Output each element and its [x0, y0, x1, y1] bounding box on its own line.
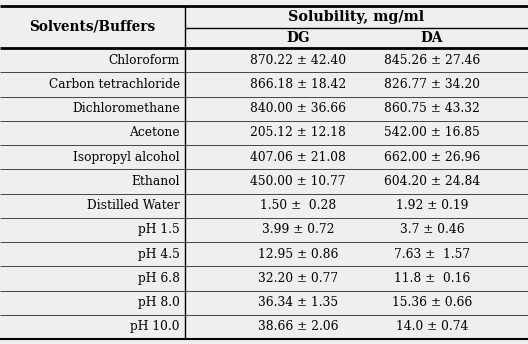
Text: Distilled Water: Distilled Water	[87, 199, 180, 212]
Text: 450.00 ± 10.77: 450.00 ± 10.77	[250, 175, 346, 188]
Text: 3.99 ± 0.72: 3.99 ± 0.72	[262, 223, 334, 236]
Text: 840.00 ± 36.66: 840.00 ± 36.66	[250, 102, 346, 115]
Text: 12.95 ± 0.86: 12.95 ± 0.86	[258, 248, 338, 261]
Text: Dichloromethane: Dichloromethane	[72, 102, 180, 115]
Text: 36.34 ± 1.35: 36.34 ± 1.35	[258, 296, 338, 309]
Text: 205.12 ± 12.18: 205.12 ± 12.18	[250, 126, 346, 139]
Text: pH 1.5: pH 1.5	[138, 223, 180, 236]
Text: 15.36 ± 0.66: 15.36 ± 0.66	[392, 296, 472, 309]
Text: 662.00 ± 26.96: 662.00 ± 26.96	[384, 151, 480, 164]
Text: 604.20 ± 24.84: 604.20 ± 24.84	[384, 175, 480, 188]
Text: DA: DA	[421, 31, 443, 45]
Text: 32.20 ± 0.77: 32.20 ± 0.77	[258, 272, 338, 285]
Text: 870.22 ± 42.40: 870.22 ± 42.40	[250, 54, 346, 67]
Text: 3.7 ± 0.46: 3.7 ± 0.46	[400, 223, 464, 236]
Text: 11.8 ±  0.16: 11.8 ± 0.16	[394, 272, 470, 285]
Text: Acetone: Acetone	[129, 126, 180, 139]
Text: Solvents/Buffers: Solvents/Buffers	[30, 20, 156, 34]
Text: 14.0 ± 0.74: 14.0 ± 0.74	[396, 320, 468, 333]
Text: Isopropyl alcohol: Isopropyl alcohol	[73, 151, 180, 164]
Text: 407.06 ± 21.08: 407.06 ± 21.08	[250, 151, 346, 164]
Text: Ethanol: Ethanol	[131, 175, 180, 188]
Text: pH 4.5: pH 4.5	[138, 248, 180, 261]
Text: pH 8.0: pH 8.0	[138, 296, 180, 309]
Text: Carbon tetrachloride: Carbon tetrachloride	[49, 78, 180, 91]
Text: pH 10.0: pH 10.0	[130, 320, 180, 333]
Text: 1.92 ± 0.19: 1.92 ± 0.19	[395, 199, 468, 212]
Text: 38.66 ± 2.06: 38.66 ± 2.06	[258, 320, 338, 333]
Text: Chloroform: Chloroform	[109, 54, 180, 67]
Text: Solubility, mg/ml: Solubility, mg/ml	[288, 10, 425, 24]
Text: 7.63 ±  1.57: 7.63 ± 1.57	[394, 248, 470, 261]
Text: 860.75 ± 43.32: 860.75 ± 43.32	[384, 102, 480, 115]
Text: 845.26 ± 27.46: 845.26 ± 27.46	[384, 54, 480, 67]
Text: DG: DG	[286, 31, 310, 45]
Text: 542.00 ± 16.85: 542.00 ± 16.85	[384, 126, 480, 139]
Text: 866.18 ± 18.42: 866.18 ± 18.42	[250, 78, 346, 91]
Text: pH 6.8: pH 6.8	[138, 272, 180, 285]
Text: 1.50 ±  0.28: 1.50 ± 0.28	[260, 199, 336, 212]
Text: 826.77 ± 34.20: 826.77 ± 34.20	[384, 78, 480, 91]
